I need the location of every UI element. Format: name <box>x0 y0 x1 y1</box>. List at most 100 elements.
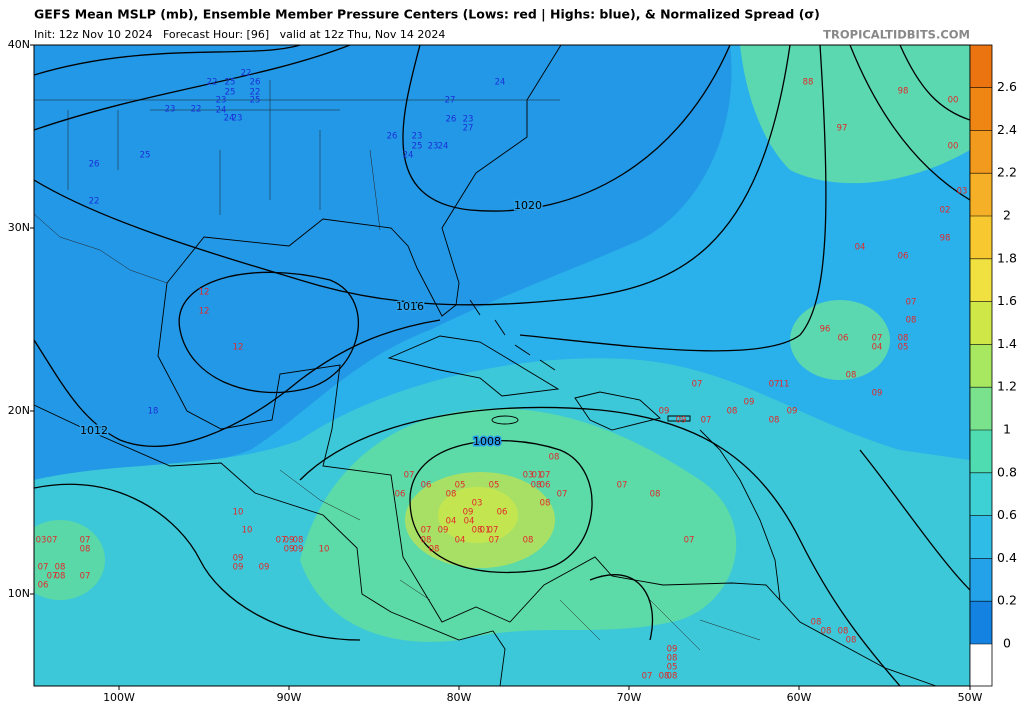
lon-label: 70W <box>617 691 642 704</box>
lat-label: 20N <box>8 404 30 417</box>
low-center: 12 <box>233 343 244 353</box>
colorbar-band <box>970 301 992 345</box>
low-center: 07 <box>540 471 551 481</box>
lat-label: 40N <box>8 38 30 51</box>
high-center: 25 <box>225 78 236 88</box>
low-center: 08 <box>80 545 91 555</box>
low-center: 10 <box>242 526 253 536</box>
title: GEFS Mean MSLP (mb), Ensemble Member Pre… <box>34 7 820 22</box>
low-center: 04 <box>872 343 883 353</box>
colorbar-band <box>970 515 992 559</box>
high-center: 22 <box>250 88 261 98</box>
high-center: 23 <box>463 115 474 125</box>
colorbar-label: 1.8 <box>997 250 1017 265</box>
colorbar-band <box>970 130 992 174</box>
low-center: 09 <box>284 545 295 555</box>
low-center: 11 <box>779 380 790 390</box>
subtitle: Init: 12z Nov 10 2024 Forecast Hour: [96… <box>34 28 445 41</box>
colorbar-label: 0.4 <box>997 550 1017 565</box>
high-center: 26 <box>250 78 261 88</box>
low-center: 09 <box>872 389 883 399</box>
low-center: 08 <box>846 636 857 646</box>
colorbar-band <box>970 216 992 259</box>
colorbar-label: 2.4 <box>997 122 1017 137</box>
low-center: 07 <box>557 490 568 500</box>
low-center: 03 <box>472 499 483 509</box>
low-center: 09 <box>233 563 244 573</box>
low-center: 04 <box>455 536 466 546</box>
high-center: 18 <box>148 407 159 417</box>
high-center: 22 <box>207 78 218 88</box>
low-center: 08 <box>549 453 560 463</box>
lon-label: 90W <box>277 691 302 704</box>
low-center: 08 <box>659 672 670 682</box>
colorbar-band <box>970 601 992 644</box>
high-center: 25 <box>412 142 423 152</box>
low-center: 03 <box>957 187 968 197</box>
low-center: 97 <box>837 124 848 134</box>
high-center: 24 <box>224 114 235 124</box>
low-center: 02 <box>940 206 951 216</box>
colorbar-label: 1.2 <box>997 379 1017 394</box>
high-center: 22 <box>89 197 100 207</box>
low-center: 07 <box>872 334 883 344</box>
low-center: 07 <box>684 536 695 546</box>
low-center: 08 <box>727 407 738 417</box>
colorbar-label: 2.6 <box>997 79 1017 94</box>
lon-label: 80W <box>447 691 472 704</box>
low-center: 07 <box>769 380 780 390</box>
low-center: 08 <box>769 416 780 426</box>
low-center: 04 <box>446 517 457 527</box>
low-center: 09 <box>293 545 304 555</box>
colorbar-label: 0 <box>1003 636 1011 651</box>
high-center: 25 <box>225 88 236 98</box>
low-center: 07 <box>489 536 500 546</box>
low-center: 01 <box>532 471 543 481</box>
low-center: 07 <box>692 380 703 390</box>
low-center: 08 <box>293 536 304 546</box>
credit: TROPICALTIDBITS.COM <box>823 28 970 42</box>
low-center: 08 <box>667 654 678 664</box>
low-center: 08 <box>55 572 66 582</box>
low-center: 08 <box>446 490 457 500</box>
low-center: 07 <box>276 536 287 546</box>
low-center: 04 <box>855 243 866 253</box>
low-center: 08 <box>540 499 551 509</box>
colorbar-label: 2.2 <box>997 165 1017 180</box>
low-center: 05 <box>667 663 678 673</box>
low-center: 12 <box>199 288 210 298</box>
low-center: 09 <box>744 398 755 408</box>
colorbar-band <box>970 387 992 430</box>
colorbar-below <box>970 644 992 686</box>
low-center: 88 <box>803 78 814 88</box>
lat-label: 10N <box>8 587 30 600</box>
low-center: 07 <box>80 536 91 546</box>
high-center: 23 <box>216 96 227 106</box>
low-center: 08 <box>838 627 849 637</box>
low-center: 06 <box>838 334 849 344</box>
high-center: 24 <box>403 151 414 161</box>
low-center: 10 <box>319 545 330 555</box>
low-center: 05 <box>489 481 500 491</box>
high-center: 22 <box>241 69 252 79</box>
low-center: 01 <box>480 526 491 536</box>
low-center: 08 <box>421 536 432 546</box>
low-center: 08 <box>531 481 542 491</box>
low-center: 06 <box>421 481 432 491</box>
lon-label: 50W <box>958 691 983 704</box>
low-center: 98 <box>940 234 951 244</box>
colorbar-label: 1.4 <box>997 336 1017 351</box>
low-center: 08 <box>650 490 661 500</box>
low-center: 00 <box>948 142 959 152</box>
low-center: 05 <box>455 481 466 491</box>
low-center: 09 <box>438 526 449 536</box>
high-center: 23 <box>412 132 423 142</box>
low-center: 07 <box>906 298 917 308</box>
low-center: 08 <box>523 536 534 546</box>
high-center: 27 <box>463 124 474 134</box>
low-center: 07 <box>701 416 712 426</box>
low-center: 08 <box>811 618 822 628</box>
high-center: 23 <box>232 114 243 124</box>
low-center: 03 <box>36 536 47 546</box>
